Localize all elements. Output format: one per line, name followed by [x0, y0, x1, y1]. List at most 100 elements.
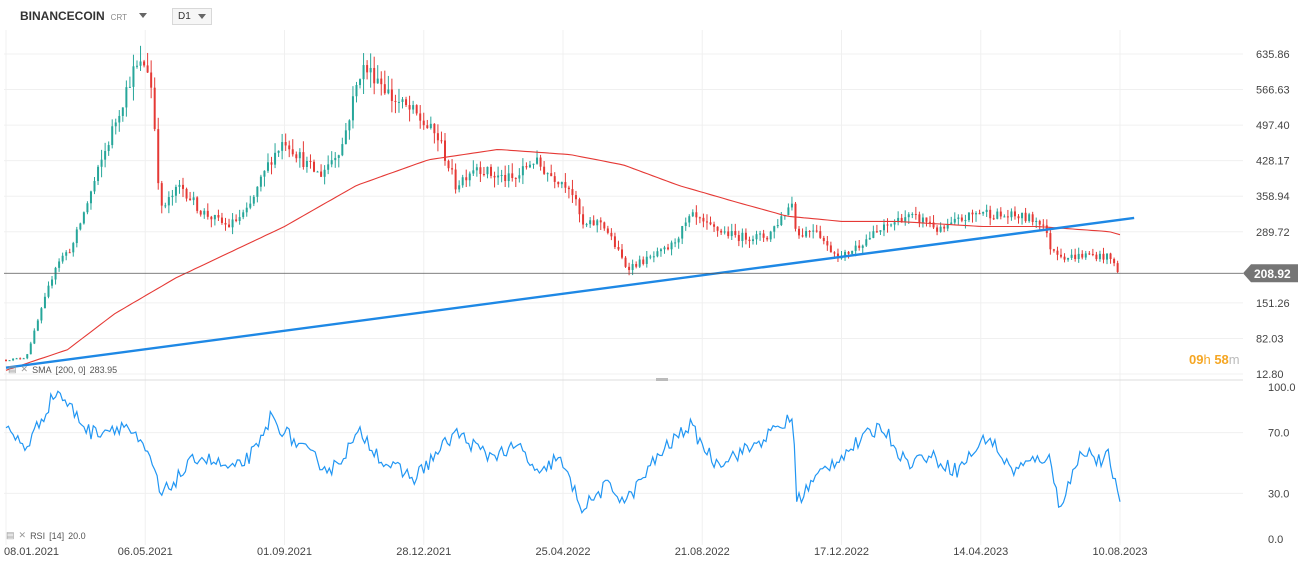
- rsi-indicator-label[interactable]: ▤ ✕ RSI [14] 20.0: [6, 530, 86, 541]
- candle-body: [1017, 216, 1020, 219]
- candle-body: [1102, 253, 1105, 260]
- close-icon[interactable]: ✕: [20, 364, 29, 374]
- candle-body: [36, 320, 39, 331]
- candle-body: [1042, 224, 1045, 226]
- candle-body: [274, 152, 277, 165]
- candle-body: [865, 239, 868, 246]
- rsi-value: 20.0: [68, 530, 86, 541]
- candle-body: [443, 140, 446, 161]
- sma-indicator-label[interactable]: ▤ ✕ SMA [200, 0] 283.95: [8, 364, 117, 375]
- candle-body: [836, 253, 839, 259]
- candle-body: [252, 196, 255, 204]
- candle-body: [907, 214, 910, 218]
- candle-body: [458, 185, 461, 190]
- candle-body: [65, 252, 68, 256]
- price-tick-label: 151.26: [1256, 298, 1290, 310]
- candle-body: [943, 226, 946, 229]
- candle-body: [128, 86, 131, 88]
- candle-body: [812, 230, 815, 232]
- candle-body: [709, 222, 712, 225]
- candle-body: [698, 217, 701, 219]
- candle-body: [337, 155, 340, 158]
- candle-countdown: 09h 58m: [1189, 352, 1240, 367]
- candle-body: [886, 224, 889, 226]
- rsi-tick-label: 30.0: [1268, 488, 1289, 500]
- indicator-settings-icon[interactable]: ▤: [6, 530, 15, 540]
- candle-body: [1052, 249, 1055, 251]
- candle-body: [401, 99, 404, 102]
- candle-body: [344, 130, 347, 145]
- candle-body: [281, 142, 284, 151]
- candle-body: [415, 105, 418, 114]
- candle-body: [681, 226, 684, 239]
- candle-body: [263, 170, 266, 177]
- candle-body: [160, 183, 163, 206]
- candle-body: [511, 173, 514, 178]
- close-icon[interactable]: ✕: [18, 530, 27, 540]
- candle-body: [975, 213, 978, 215]
- candle-body: [429, 123, 432, 129]
- candle-body: [794, 203, 797, 229]
- candle-body: [971, 212, 974, 215]
- candle-body: [259, 176, 262, 187]
- candle-body: [107, 145, 110, 152]
- price-tick-label: 635.86: [1256, 49, 1290, 61]
- symbol-selector[interactable]: BINANCECOIN CRT: [20, 9, 147, 23]
- candle-body: [22, 358, 25, 360]
- candle-body: [490, 166, 493, 176]
- rsi-params: [14]: [49, 530, 65, 541]
- candle-body: [359, 79, 362, 86]
- date-tick-label: 21.08.2022: [675, 546, 730, 558]
- candle-body: [939, 226, 942, 232]
- candle-body: [419, 113, 422, 121]
- candle-body: [313, 161, 316, 172]
- rsi-axis: 100.0 70.0 30.0 0.0: [1268, 382, 1296, 546]
- candle-body: [574, 195, 577, 200]
- candle-body: [330, 160, 333, 165]
- candle-body: [631, 264, 634, 271]
- candle-body: [43, 296, 46, 309]
- candle-body: [266, 162, 269, 171]
- candle-body: [394, 100, 397, 102]
- candle-body: [1098, 253, 1101, 260]
- candle-body: [861, 245, 864, 248]
- sma-value: 283.95: [89, 364, 118, 375]
- candle-body: [125, 87, 128, 108]
- candlestick-series: [5, 45, 1119, 362]
- candle-body: [560, 182, 563, 185]
- indicator-settings-icon[interactable]: ▤: [8, 364, 17, 374]
- candle-body: [518, 175, 521, 179]
- candle-body: [787, 207, 790, 215]
- candle-body: [1003, 216, 1006, 218]
- date-tick-label: 10.08.2023: [1092, 546, 1147, 558]
- candle-body: [808, 231, 811, 233]
- candle-body: [153, 87, 156, 130]
- candle-body: [989, 209, 992, 219]
- candle-body: [68, 252, 71, 254]
- candle-body: [174, 186, 177, 196]
- timeframe-selector[interactable]: D1: [172, 8, 212, 25]
- candle-body: [882, 224, 885, 231]
- candle-body: [571, 189, 574, 196]
- candle-body: [659, 249, 662, 252]
- candle-body: [426, 125, 429, 129]
- price-axis: 635.86 566.63 497.40 428.17 358.94 289.72 151.…: [1256, 49, 1290, 381]
- sma-line: [5, 149, 1121, 371]
- candle-body: [220, 217, 223, 223]
- candle-body: [741, 232, 744, 242]
- countdown-hours-unit: h: [1203, 352, 1211, 367]
- sma-name: SMA: [32, 364, 52, 375]
- candle-body: [504, 174, 507, 182]
- candle-body: [695, 212, 698, 218]
- date-axis: 08.01.2021 06.05.2021 01.09.2021 28.12.2021…: [4, 546, 1148, 558]
- candle-body: [51, 279, 54, 286]
- candle-body: [769, 231, 772, 240]
- candle-body: [436, 133, 439, 141]
- rsi-name: RSI: [30, 530, 46, 541]
- candle-body: [19, 358, 22, 360]
- candle-body: [727, 231, 730, 237]
- candle-body: [946, 224, 949, 229]
- candle-body: [26, 354, 29, 359]
- candle-body: [242, 212, 245, 218]
